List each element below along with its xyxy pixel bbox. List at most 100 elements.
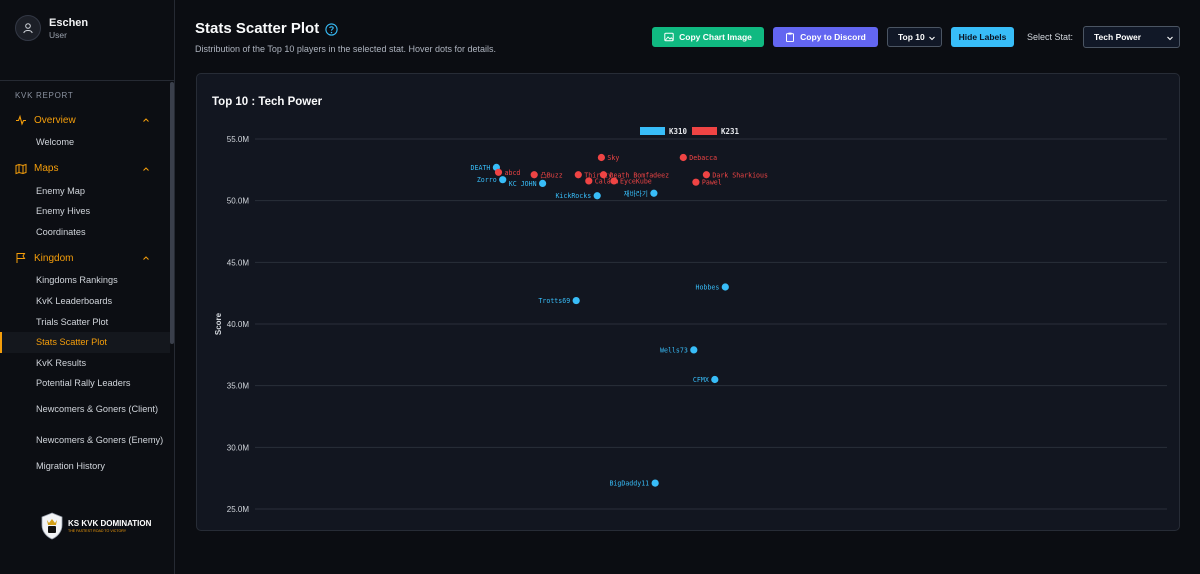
legend-label[interactable]: K310: [669, 127, 688, 136]
chevron-up-icon: [143, 256, 149, 261]
chart-card: Top 10 : Tech Power 55.0M 50.0M 45.0M 40.0M…: [196, 73, 1180, 531]
data-label: Hobbes: [695, 284, 719, 292]
data-label: EyceKube: [620, 177, 652, 185]
flag-icon: [16, 253, 26, 264]
data-label: Sky: [607, 154, 619, 162]
nav-group-kingdom[interactable]: Kingdom: [0, 246, 170, 270]
sidebar-item-kingdoms-rankings[interactable]: Kingdoms Rankings: [36, 275, 118, 286]
sidebar-item-welcome[interactable]: Welcome: [36, 137, 75, 147]
data-label: Trotts69: [538, 297, 570, 305]
data-label: 재바라기: [624, 189, 648, 198]
top-count-select[interactable]: Top 10: [887, 27, 942, 47]
sidebar: Eschen User KVK REPORT Overview Welcome …: [0, 0, 175, 574]
data-label: Thirsty: [584, 171, 612, 179]
shield-crest-icon: [41, 512, 63, 540]
y-tick-label: 55.0M: [227, 135, 250, 144]
data-label: DEATH: [471, 164, 491, 172]
data-label: KC JOHN: [509, 180, 537, 188]
y-tick-label: 25.0M: [227, 505, 250, 514]
sidebar-nav: KVK REPORT Overview Welcome Maps Enemy M…: [0, 88, 170, 477]
legend-swatch[interactable]: [640, 127, 665, 135]
user-role: User: [49, 29, 67, 40]
main-content: Stats Scatter Plot Distribution of the T…: [176, 0, 1200, 574]
nav-group-label: Overview: [34, 114, 76, 126]
data-point[interactable]: [494, 168, 503, 176]
copy-to-discord-label: Copy to Discord: [800, 32, 866, 42]
y-tick-label: 35.0M: [227, 382, 250, 391]
user-name: Eschen: [49, 16, 89, 29]
hide-labels-label: Hide Labels: [958, 32, 1007, 42]
user-profile[interactable]: Eschen User: [0, 0, 174, 56]
y-axis-label: Score: [214, 312, 223, 335]
stat-select[interactable]: Tech Power: [1083, 26, 1180, 48]
data-point[interactable]: [692, 178, 700, 186]
data-point[interactable]: [650, 189, 658, 197]
logo-title: KS KVK DOMINATION: [68, 519, 152, 528]
nav-section-title: KVK REPORT: [15, 91, 74, 100]
y-tick-label: 45.0M: [227, 258, 250, 267]
sidebar-item-newcomers-client[interactable]: Newcomers & Goners (Client): [36, 404, 159, 415]
sidebar-item-coordinates[interactable]: Coordinates: [36, 226, 86, 237]
sidebar-item-enemy-hives[interactable]: Enemy Hives: [36, 206, 91, 217]
y-tick-label: 50.0M: [227, 197, 250, 206]
data-point[interactable]: [530, 171, 538, 179]
image-icon: [664, 32, 674, 42]
legend-label[interactable]: K231: [721, 127, 740, 136]
sidebar-item-enemy-map[interactable]: Enemy Map: [36, 185, 86, 196]
sidebar-item-newcomers-enemy[interactable]: Newcomers & Goners (Enemy): [36, 435, 164, 446]
copy-chart-image-button[interactable]: Copy Chart Image: [652, 27, 764, 47]
nav-group-label: Maps: [34, 163, 59, 175]
sidebar-item-kvk-leaderboards[interactable]: KvK Leaderboards: [36, 295, 113, 306]
data-point[interactable]: [690, 346, 698, 354]
data-point[interactable]: [585, 177, 593, 185]
data-point[interactable]: [574, 171, 582, 179]
brand-logo: KS KVK DOMINATION THE FASTEST ROAD TO VI…: [40, 512, 151, 540]
data-point[interactable]: [539, 179, 547, 187]
data-point[interactable]: [610, 177, 618, 185]
chevron-up-icon: [143, 166, 149, 171]
sidebar-item-migration-history[interactable]: Migration History: [36, 460, 105, 471]
data-point[interactable]: [651, 479, 659, 487]
copy-chart-image-label: Copy Chart Image: [679, 32, 752, 42]
data-point[interactable]: [593, 192, 601, 200]
stat-select-value: Tech Power: [1094, 32, 1142, 42]
clipboard-icon: [786, 32, 795, 42]
chevron-up-icon: [143, 118, 149, 122]
data-label: Debacca: [689, 154, 717, 162]
hide-labels-button[interactable]: Hide Labels: [951, 27, 1014, 47]
sidebar-item-stats-scatter-plot[interactable]: Stats Scatter Plot: [0, 332, 170, 353]
sidebar-divider: [0, 80, 175, 81]
nav-group-maps[interactable]: Maps: [0, 157, 170, 181]
data-label: Dark Sharkious: [712, 171, 768, 179]
data-label: Zorro: [477, 176, 497, 184]
data-label: Calaaa: [595, 177, 619, 185]
data-point[interactable]: [702, 171, 710, 179]
copy-to-discord-button[interactable]: Copy to Discord: [773, 27, 878, 47]
data-point[interactable]: [499, 176, 507, 184]
legend-swatch[interactable]: [692, 127, 717, 135]
data-point[interactable]: [599, 171, 608, 179]
sidebar-item-potential-rally-leaders[interactable]: Potential Rally Leaders: [36, 378, 131, 389]
data-label: abcd: [505, 169, 521, 177]
page-title: Stats Scatter Plot: [195, 20, 320, 37]
sidebar-item-kvk-results[interactable]: KvK Results: [36, 357, 87, 368]
nav-group-label: Kingdom: [34, 252, 74, 264]
scatter-plot: 55.0M 50.0M 45.0M 40.0M 35.0M 30.0M 25.0M Score…: [214, 127, 1167, 514]
data-point[interactable]: [679, 153, 687, 162]
data-label: KickRocks: [555, 192, 591, 200]
nav-group-overview[interactable]: Overview: [0, 108, 170, 132]
sidebar-item-trials-scatter-plot[interactable]: Trials Scatter Plot: [36, 316, 109, 327]
logo-subtitle: THE FASTEST ROAD TO VICTORY: [68, 529, 127, 533]
data-point[interactable]: [721, 283, 729, 291]
sidebar-scrollbar[interactable]: [170, 82, 174, 344]
map-icon: [15, 163, 27, 174]
help-icon[interactable]: [325, 23, 338, 36]
data-point[interactable]: [597, 153, 605, 162]
page-subtitle: Distribution of the Top 10 players in th…: [195, 44, 496, 54]
data-point[interactable]: [572, 296, 580, 305]
select-stat-label: Select Stat:: [1027, 32, 1074, 42]
data-label: CFMX: [693, 376, 709, 384]
data-point[interactable]: [711, 375, 719, 384]
chart-title: Top 10 : Tech Power: [212, 96, 323, 108]
y-tick-label: 30.0M: [227, 443, 250, 452]
